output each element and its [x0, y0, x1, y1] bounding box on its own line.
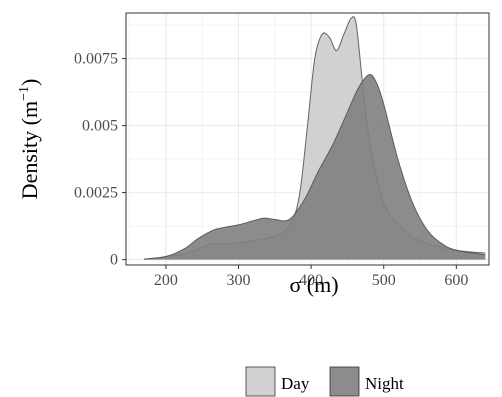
y-axis-title: Density (m−1) [17, 79, 42, 200]
y-tick-label: 0.0025 [74, 185, 118, 202]
legend-label-day: Day [281, 374, 310, 393]
plot-border [125, 12, 490, 266]
x-tick-label: 600 [444, 272, 468, 289]
x-tick-label: 200 [154, 272, 178, 289]
x-tick-label: 300 [227, 272, 251, 289]
y-tick-label: 0.005 [82, 118, 118, 135]
y-tick-label: 0.0075 [74, 51, 118, 68]
legend: Day Night [245, 366, 404, 397]
y-axis-title-close: ) [17, 79, 42, 86]
x-axis-title: σ (m) [289, 272, 338, 297]
x-tick-label: 500 [372, 272, 396, 289]
x-tick-label: 400 [299, 272, 323, 289]
y-axis-title-exponent: −1 [17, 86, 32, 101]
legend-label-night: Night [365, 374, 404, 393]
y-tick-label: 0 [110, 252, 118, 269]
y-axis: 0 0.0025 0.005 0.0075 [74, 51, 126, 269]
x-axis-title-text: σ (m) [289, 272, 338, 297]
density-area-night [144, 74, 486, 260]
y-axis-title-base: Density (m [17, 101, 42, 199]
legend-key-night [329, 366, 360, 397]
plot-panel [125, 12, 490, 266]
density-line-night [144, 74, 486, 260]
legend-key-day [245, 366, 276, 397]
series-layer [144, 16, 486, 260]
x-axis: 200 300 400 500 600 [154, 265, 468, 289]
density-area-day [144, 16, 486, 260]
